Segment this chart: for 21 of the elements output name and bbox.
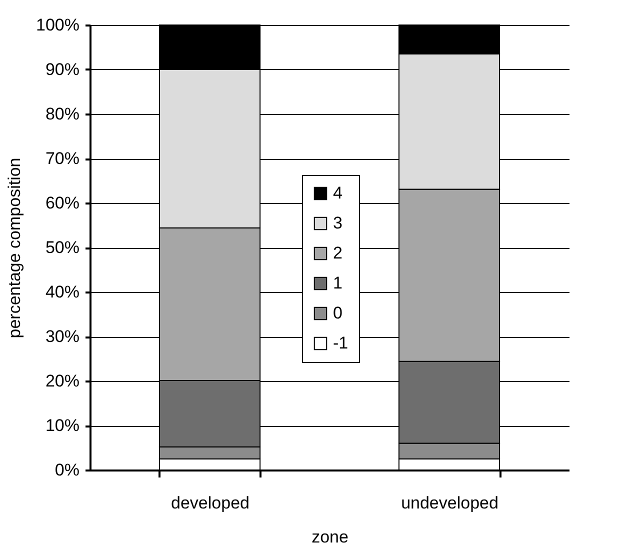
y-tick-label: 0%: [54, 460, 80, 480]
y-tick-label: 90%: [45, 60, 80, 79]
legend-label: -1: [333, 334, 348, 352]
y-tick-label: 50%: [45, 238, 80, 257]
y-tick-label: 70%: [45, 149, 80, 168]
y-tick-label: 60%: [45, 194, 80, 212]
y-tick-label: 10%: [45, 416, 80, 435]
x-tick-label: developed: [171, 494, 250, 512]
legend-label: 0: [333, 304, 342, 322]
y-tick-label: 20%: [45, 372, 80, 390]
legend-label: 1: [333, 274, 342, 292]
y-tick-label: 100%: [36, 16, 80, 34]
y-tick-label: 40%: [45, 282, 80, 302]
y-axis-title: percentage composition: [5, 158, 24, 338]
x-axis-title: zone: [312, 528, 348, 546]
legend-label: 2: [333, 244, 342, 262]
y-tick-label: 80%: [45, 104, 80, 124]
legend-label: 4: [333, 184, 342, 202]
legend-label: 3: [333, 214, 342, 232]
y-tick-label: 30%: [45, 327, 80, 346]
x-tick-label: undeveloped: [401, 494, 498, 512]
